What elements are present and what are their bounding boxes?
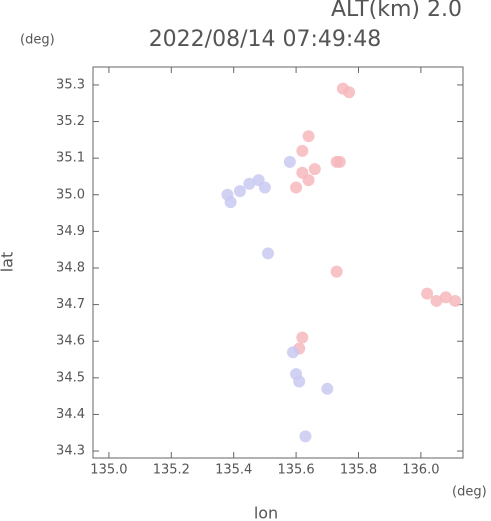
echo-point xyxy=(296,331,309,344)
echo-point xyxy=(302,130,315,143)
y-tick-label: 35.3 xyxy=(56,77,85,92)
echo-point xyxy=(258,181,271,194)
echo-point xyxy=(221,188,234,201)
x-axis-label: lon xyxy=(254,504,278,521)
y-tick-label: 34.3 xyxy=(56,444,85,459)
y-tick-label: 34.9 xyxy=(56,224,85,239)
y-tick-label: 35.1 xyxy=(56,151,85,166)
x-tick-label: 136.0 xyxy=(402,463,439,478)
echo-point xyxy=(243,177,256,190)
y-axis-label: lat xyxy=(0,252,17,273)
echo-point xyxy=(449,294,462,307)
x-tick-label: 135.6 xyxy=(277,463,314,478)
y-tick-label: 35.0 xyxy=(56,187,85,202)
plot-frame xyxy=(92,66,464,459)
echo-point xyxy=(439,291,452,304)
echo-point xyxy=(296,144,309,157)
echo-point xyxy=(283,155,296,168)
echo-point xyxy=(430,294,443,307)
altitude: ALT(km) 2.0 xyxy=(331,0,462,22)
echo-point xyxy=(299,430,312,443)
y-tick-label: 34.8 xyxy=(56,260,85,275)
x-tick-label: 135.8 xyxy=(340,463,377,478)
echo-point xyxy=(293,375,306,388)
echo-point xyxy=(343,86,356,99)
echo-point xyxy=(290,181,303,194)
echo-point xyxy=(330,265,343,278)
echo-point xyxy=(333,155,346,168)
y-tick-label: 34.4 xyxy=(56,407,85,422)
echo-point xyxy=(262,247,275,260)
y-tick-label: 34.7 xyxy=(56,297,85,312)
echo-point xyxy=(421,287,434,300)
echo-point xyxy=(302,174,315,187)
echo-point xyxy=(308,163,321,176)
x-unit: (deg) xyxy=(452,485,487,500)
echo-point xyxy=(233,185,246,198)
x-tick-label: 135.2 xyxy=(153,463,190,478)
y-tick-label: 35.2 xyxy=(56,114,85,129)
x-tick-label: 135.0 xyxy=(90,463,127,478)
y-unit: (deg) xyxy=(20,33,55,48)
y-tick-label: 34.5 xyxy=(56,370,85,385)
chart-title: 2022/08/14 07:49:48 xyxy=(149,27,382,52)
x-tick-label: 135.4 xyxy=(215,463,252,478)
echo-point xyxy=(321,382,334,395)
y-tick-label: 34.6 xyxy=(56,334,85,349)
echo-point xyxy=(286,346,299,359)
